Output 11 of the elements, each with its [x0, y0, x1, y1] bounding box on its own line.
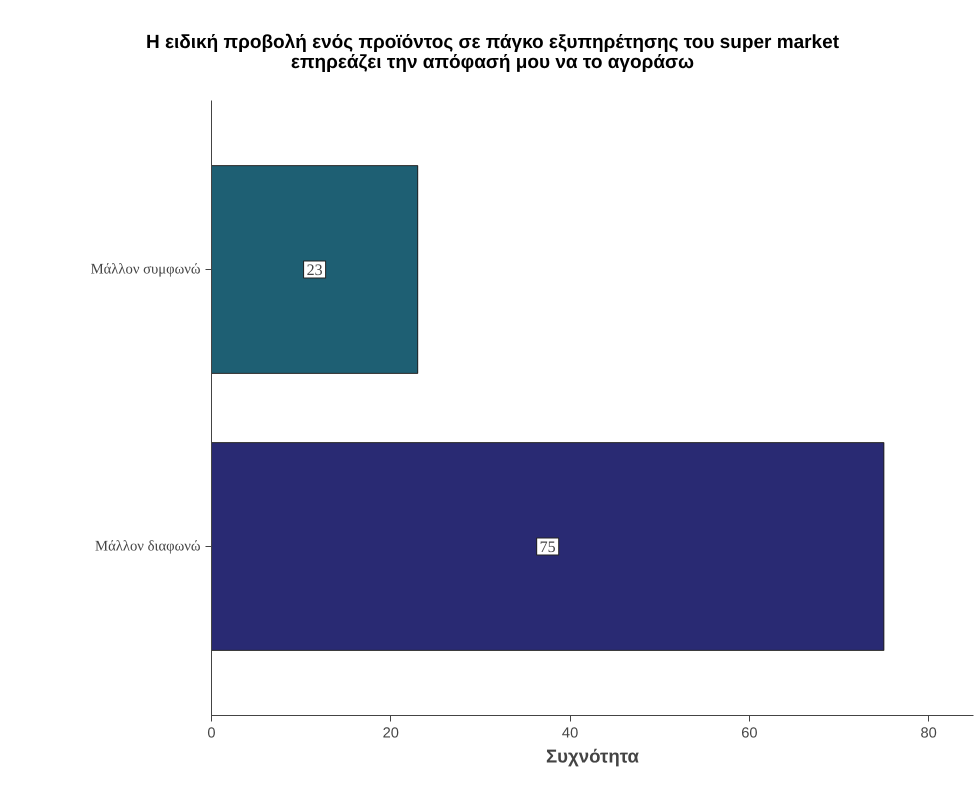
- x-axis-title: Συχνότητα: [546, 746, 640, 766]
- x-tick-label: 40: [562, 726, 578, 742]
- chart-title: Η ειδική προβολή ενός προϊόντος σε πάγκο εξυπηρέτησης του super market επηρεάζει την απόφασή μου να το αγοράσω: [146, 32, 840, 73]
- x-tick-label: 20: [382, 726, 399, 742]
- data-label: 23: [306, 262, 323, 279]
- y-tick-label: Μάλλον διαφωνώ: [95, 538, 201, 555]
- x-tick-label: 60: [741, 726, 758, 742]
- x-tick-label: 0: [207, 726, 216, 742]
- data-label: 75: [540, 539, 556, 556]
- x-tick-label: 80: [920, 726, 937, 742]
- y-tick-label: Μάλλον συμφωνώ: [90, 261, 201, 278]
